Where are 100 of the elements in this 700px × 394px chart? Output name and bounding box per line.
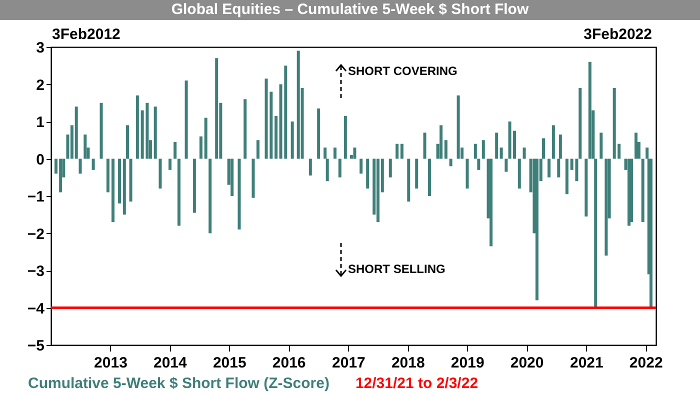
bar [290,122,294,159]
bar [366,158,370,189]
bar [388,158,392,178]
text: 3Feb2012 [52,26,120,43]
bar [122,158,126,215]
bar [252,158,255,198]
bar [177,158,180,226]
bar [584,158,588,216]
bar [334,148,337,159]
ref-line-label: 12/31/21 to 2/3/22 [355,375,478,392]
bar [344,116,347,159]
bar [578,88,582,159]
bar [482,140,485,159]
bar [449,158,452,166]
bar [317,108,320,159]
chart-title: Global Equities – Cumulative 5-Week $ Short Flow [0,0,700,20]
bar [504,158,508,172]
bar [477,158,480,170]
bar [548,158,551,178]
bar [238,158,241,230]
bar [495,132,498,159]
x-tick-label: 2013 [94,354,128,372]
annotation: SHORT SELLING [348,262,446,276]
y-tick-label: 3 [36,40,44,56]
bar [600,132,603,159]
bar [168,158,172,170]
bar [296,50,300,159]
y-tick-label: 1 [36,114,44,131]
y-tick-label: 2 [36,76,44,94]
y-tick-label: −2 [27,226,44,243]
bar [158,158,162,189]
bar [444,140,448,159]
bar [204,118,208,159]
y-tick-label: −3 [27,263,44,280]
bar [630,158,634,222]
bar [535,158,538,300]
bar [500,148,503,159]
bar [174,142,177,159]
bar [136,95,139,159]
bar [440,125,443,159]
bar [84,134,87,159]
bar [400,144,404,159]
x-tick-label: 2018 [391,354,425,372]
bar [456,95,460,159]
x-tick-label: 2020 [510,354,544,372]
y-tick-label: −5 [27,338,44,354]
bar [376,158,380,222]
text: 3Feb2022 [584,26,652,43]
bar [423,132,426,159]
x-tick-label: 2022 [629,354,663,372]
bar [126,125,130,159]
bar [360,158,363,174]
annotation: SHORT COVERING [348,64,458,78]
bar [112,158,115,222]
bar [565,158,568,194]
bar [338,158,342,178]
x-tick-label: 2017 [332,354,366,372]
bar [518,158,521,189]
bar [184,80,188,159]
bar [118,158,122,204]
bar [92,158,95,170]
bar [604,158,608,256]
bar [230,158,234,196]
bar [650,158,652,308]
bar [428,158,431,196]
bar [552,125,555,159]
y-tick-label: −1 [27,188,44,206]
bar [78,158,82,174]
bar [154,106,157,159]
bar [490,158,493,246]
y-tick-label: −4 [27,300,46,318]
x-tick-label: 2016 [272,354,306,372]
x-tick-label: 2015 [212,354,246,372]
bar [106,158,110,192]
x-tick-label: 2021 [570,354,604,372]
bar [353,148,356,159]
bar [641,158,644,222]
x-tick-label: 2019 [450,354,484,372]
bar [215,58,218,159]
bar [474,144,477,159]
bar [466,158,469,189]
bar [308,158,312,176]
y-tick-label: 0 [36,151,44,168]
bar [100,102,103,159]
bar [192,158,196,213]
bar [208,158,212,234]
bar [522,148,526,159]
text: Cumulative 5-Week $ Short Flow (Z-Score) [28,375,330,392]
bar [129,158,132,202]
bar [244,99,247,159]
bar [634,132,638,159]
bar [199,136,202,159]
bar [274,116,278,159]
bar [415,158,418,189]
x-tick-label: 2014 [154,354,188,372]
bar [396,144,399,159]
bar [407,158,410,202]
bar [256,140,260,159]
bar [74,106,78,159]
bar [588,62,592,159]
